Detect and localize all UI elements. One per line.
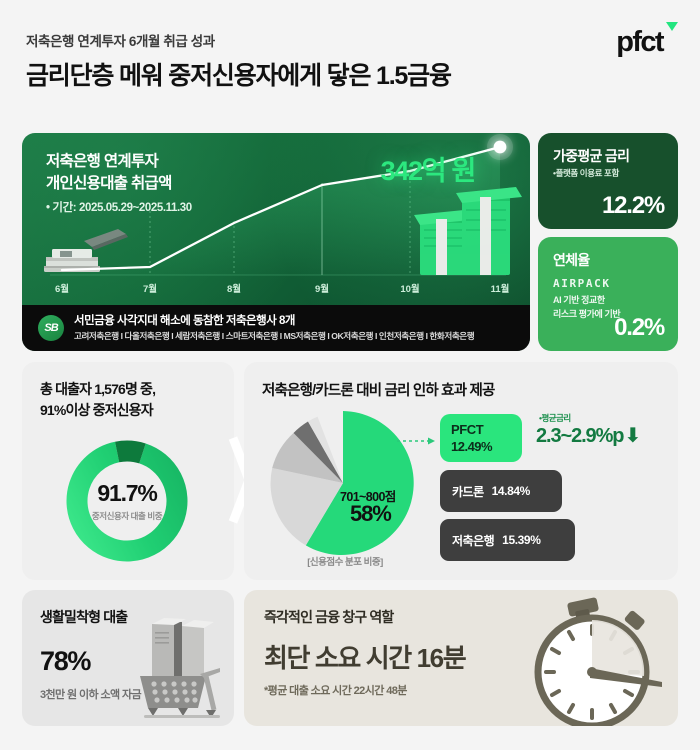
svg-text:9월: 9월 — [315, 283, 329, 295]
donut-chart-svg — [66, 440, 188, 562]
donut-title-line2: 91%이상 중저신용자 — [40, 402, 154, 418]
sb-logo-icon: SB — [38, 315, 64, 341]
shopping-cart-icon — [140, 618, 220, 718]
dotted-connector-icon — [397, 437, 435, 445]
donut-card-title: 총 대출자 1,576명 중, 91%이상 중저신용자 — [40, 379, 156, 421]
svg-text:6월: 6월 — [55, 283, 69, 295]
rate-card-title: 저축은행/카드론 대비 금리 인하 효과 제공 — [262, 383, 495, 399]
stat-card-title: 가중평균 금리 — [553, 148, 630, 164]
bar-value: 12.49% — [451, 439, 493, 454]
small-loan-note: 3천만 원 이하 소액 자금 — [40, 689, 142, 701]
svg-text:10월: 10월 — [400, 283, 419, 295]
pie-segment-value: 58% — [350, 501, 392, 526]
stat-note-line1: AI 기반 정교한 — [553, 295, 605, 305]
logo-wordmark: pfct — [616, 26, 664, 58]
small-loan-value: 78% — [40, 646, 91, 676]
bank-participation-headline: 서민금융 사각지대 해소에 동참한 저축은행사 8개 — [74, 315, 295, 328]
bar-name: PFCT — [451, 421, 484, 437]
fast-approval-card: 즉각적인 금융 창구 역할 최단 소요 시간 16분 *평균 대출 소요 시간 … — [244, 590, 678, 726]
bank-name-list: 고려저축은행 I 다올저축은행 I 세람저축은행 I 스마트저축은행 I MS저… — [74, 330, 475, 341]
page-header: 저축은행 연계투자 6개월 취급 성과 금리단층 메워 중저신용자에게 닿은 1… — [0, 0, 700, 118]
pie-segment-label: 701~800점 — [340, 490, 396, 504]
rate-bar-savingsbank: 저축은행 15.39% — [440, 519, 575, 561]
bar-name: 저축은행 — [452, 533, 495, 548]
rate-bar-cardloan: 카드론 14.84% — [440, 470, 562, 512]
airpack-brand-label: AIRPACK — [553, 277, 611, 290]
rate-comparison-card: 저축은행/카드론 대비 금리 인하 효과 제공 701~800점 58% [신용… — [244, 362, 678, 580]
hero-chart-area: 6월 7월 8월 9월 10월 11월 저축은행 연계투자 개인신용대출 취급액… — [22, 133, 530, 305]
line-chart-svg: 6월 7월 8월 9월 10월 11월 — [44, 134, 522, 295]
hero-headline-value: 342억 원 — [380, 156, 477, 186]
fast-approval-note: *평균 대출 소요 시간 22시간 48분 — [264, 685, 407, 697]
donut-chart: 91.7% 중저신용자 대출 비중 — [48, 432, 206, 570]
header-subtitle: 저축은행 연계투자 6개월 취급 성과 — [26, 34, 215, 49]
rate-bar-pfct: PFCT 12.49% — [440, 414, 522, 462]
page-title: 금리단층 메워 중저신용자에게 닿은 1.5금융 — [26, 62, 452, 90]
donut-value: 91.7% — [97, 480, 157, 506]
fast-approval-title: 즉각적인 금융 창구 역할 — [264, 609, 394, 625]
pie-caption: [신용점수 분포 비중] — [307, 557, 383, 568]
stat-card-title: 연체율 — [553, 252, 590, 268]
average-rate-label: •평균금리 — [539, 413, 571, 423]
stat-card-note: •플랫폼 이용료 포함 — [553, 168, 619, 178]
donut-label: 중저신용자 대출 비중 — [91, 511, 163, 521]
bar-name: 카드론 — [452, 484, 484, 499]
stat-card-value: 12.2% — [601, 192, 665, 219]
stat-note-line2: 리스크 평가에 기반 — [553, 308, 621, 319]
hero-title: 저축은행 연계투자 개인신용대출 취급액 — [46, 151, 172, 195]
svg-text:7월: 7월 — [143, 283, 157, 295]
delinquency-rate-card: 연체율 AIRPACK AI 기반 정교한 리스크 평가에 기반 0.2% — [538, 237, 678, 351]
donut-title-line1: 총 대출자 1,576명 중, — [40, 381, 156, 397]
weighted-average-rate-card: 가중평균 금리 •플랫폼 이용료 포함 12.2% — [538, 133, 678, 229]
average-rate-delta: 2.3~2.9%p⬇ — [536, 423, 641, 448]
down-arrow-icon: ⬇ — [624, 425, 641, 447]
fast-approval-value: 최단 소요 시간 16분 — [264, 643, 467, 673]
hero-title-line1: 저축은행 연계투자 — [46, 153, 159, 170]
hero-period: • 기간: 2025.05.29~2025.11.30 — [46, 202, 192, 214]
average-rate-delta-text: 2.3~2.9%p — [536, 425, 624, 447]
bar-value: 14.84% — [491, 484, 531, 498]
small-loan-title: 생활밀착형 대출 — [40, 609, 128, 625]
logo-triangle-dot-icon — [666, 22, 678, 49]
stat-card-note: AI 기반 정교한 리스크 평가에 기반 — [553, 294, 621, 321]
borrower-share-card: 총 대출자 1,576명 중, 91%이상 중저신용자 91.7% 중저신용자 … — [22, 362, 234, 580]
pfct-logo: pfct — [616, 22, 678, 58]
pie-chart-svg — [270, 411, 414, 555]
rate-bar-group: PFCT 12.49% 카드론 14.84% 저축은행 15.39% •평균금리… — [397, 413, 665, 566]
hero-title-line2: 개인신용대출 취급액 — [46, 175, 172, 192]
svg-text:11월: 11월 — [491, 283, 510, 295]
small-loan-card: 생활밀착형 대출 78% 3천만 원 이하 소액 자금 — [22, 590, 234, 726]
bar-value: 15.39% — [502, 533, 541, 547]
hero-chart-card: 6월 7월 8월 9월 10월 11월 저축은행 연계투자 개인신용대출 취급액… — [22, 133, 530, 351]
credit-score-pie-chart: 701~800점 58% — [268, 408, 418, 558]
hero-footer-banks: SB 서민금융 사각지대 해소에 동참한 저축은행사 8개 고려저축은행 I 다… — [22, 305, 530, 351]
svg-text:8월: 8월 — [227, 283, 241, 295]
stopwatch-icon — [534, 597, 662, 726]
stat-card-value: 0.2% — [614, 314, 665, 341]
